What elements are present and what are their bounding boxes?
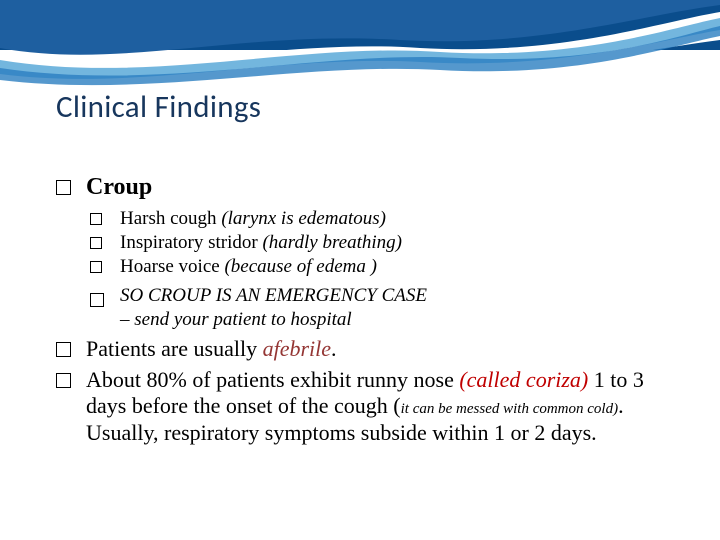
croup-section: Croup Harsh cough (larynx is edematous) …: [56, 174, 664, 332]
slide-title: Clinical Findings: [56, 88, 664, 126]
symptom-item-1: Harsh cough (larynx is edematous): [90, 207, 664, 231]
croup-heading: Croup: [86, 174, 152, 200]
runny-nose-point: About 80% of patients exhibit runny nose…: [56, 367, 664, 447]
croup-symptom-list: Harsh cough (larynx is edematous) Inspir…: [90, 207, 664, 332]
symptom-item-3: Hoarse voice (because of edema ): [90, 255, 664, 279]
croup-heading-item: Croup Harsh cough (larynx is edematous) …: [56, 174, 664, 332]
afebrile-term: afebrile: [263, 336, 331, 361]
emergency-note: SO CROUP IS AN EMERGENCY CASE – send you…: [90, 284, 664, 332]
slide-content: Clinical Findings Croup Harsh cough (lar…: [0, 0, 720, 447]
coriza-term: (called coriza): [459, 367, 588, 392]
additional-points: Patients are usually afebrile. About 80%…: [56, 336, 664, 447]
afebrile-point: Patients are usually afebrile.: [56, 336, 664, 363]
symptom-item-2: Inspiratory stridor (hardly breathing): [90, 231, 664, 255]
